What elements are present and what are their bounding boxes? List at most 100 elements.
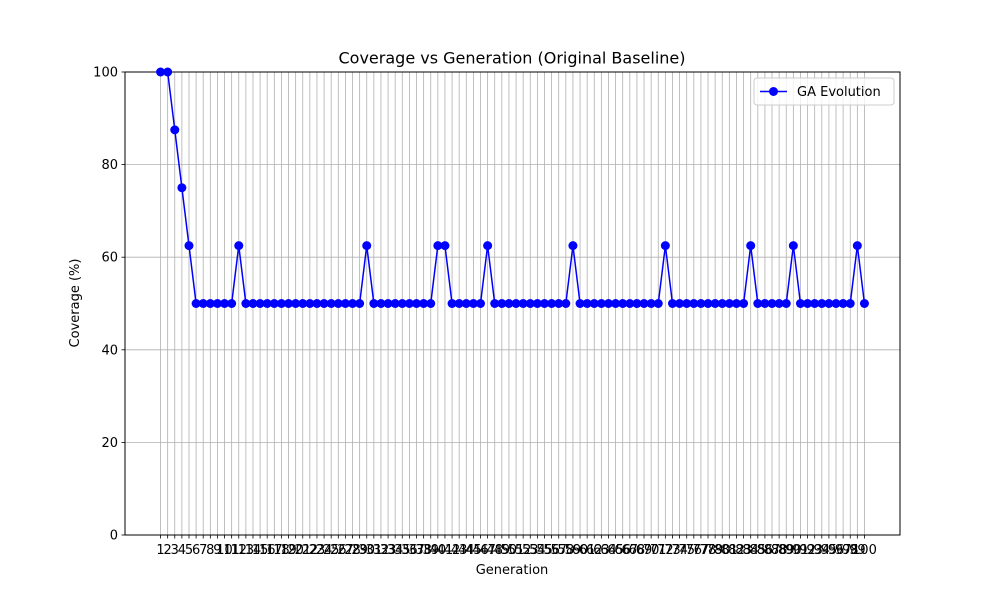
x-tick-label: 74: [671, 543, 688, 558]
x-tick-label: 14: [245, 543, 262, 558]
data-point: [632, 299, 642, 308]
data-point: [547, 299, 557, 308]
data-point: [504, 299, 514, 308]
x-tick-label: 65: [607, 543, 624, 558]
x-tick-label: 75: [678, 543, 695, 558]
data-point: [810, 299, 820, 308]
data-point: [205, 299, 215, 308]
data-point: [781, 299, 791, 308]
data-point: [852, 241, 862, 251]
data-point: [262, 299, 272, 308]
data-point: [582, 299, 592, 308]
data-point: [525, 299, 535, 308]
x-tick-label: 10: [216, 543, 233, 558]
x-tick-label: 9: [213, 543, 221, 558]
x-tick-label: 48: [486, 543, 503, 558]
data-point: [220, 299, 230, 308]
x-tick-label: 59: [565, 543, 582, 558]
data-point: [739, 299, 749, 308]
data-point: [760, 299, 770, 308]
data-point: [461, 299, 471, 308]
legend-label: GA Evolution: [797, 85, 881, 100]
data-point: [397, 299, 407, 308]
x-tick-label: 80: [714, 543, 731, 558]
data-point: [774, 299, 784, 308]
data-point: [667, 299, 677, 308]
data-point: [824, 299, 834, 308]
data-point: [447, 299, 457, 308]
x-tick-label: 95: [821, 543, 838, 558]
data-point: [539, 299, 549, 308]
x-tick-label: 82: [728, 543, 745, 558]
data-point: [412, 299, 422, 308]
data-point: [724, 299, 734, 308]
data-point: [554, 299, 564, 308]
x-tick-label: 97: [835, 543, 852, 558]
x-tick-label: 92: [799, 543, 816, 558]
series-ga-evolution: [156, 67, 869, 308]
x-tick-label: 5: [185, 543, 193, 558]
data-point: [333, 299, 343, 308]
data-point: [476, 299, 486, 308]
x-tick-label: 27: [337, 543, 354, 558]
data-point: [483, 241, 493, 251]
y-tick-label: 40: [101, 343, 118, 358]
data-point: [717, 299, 727, 308]
x-tick-label: 18: [273, 543, 290, 558]
x-tick-label: 55: [536, 543, 553, 558]
plot-frame: [124, 71, 901, 536]
data-point: [675, 299, 685, 308]
data-point: [575, 299, 585, 308]
x-tick-label: 84: [742, 543, 759, 558]
x-tick-label: 87: [764, 543, 781, 558]
axes: 1234567891011121314151617181920212223242…: [93, 66, 901, 558]
x-tick-label: 3: [171, 543, 179, 558]
x-tick-label: 43: [451, 543, 468, 558]
data-point: [255, 299, 265, 308]
data-point: [845, 299, 855, 308]
data-point: [746, 241, 756, 251]
data-point: [212, 299, 222, 308]
data-point: [355, 299, 365, 308]
data-point: [859, 299, 869, 308]
x-tick-label: 94: [814, 543, 831, 558]
x-tick-label: 12: [230, 543, 247, 558]
x-tick-label: 54: [529, 543, 546, 558]
x-tick-label: 52: [515, 543, 532, 558]
data-point: [184, 241, 194, 251]
x-tick-label: 21: [294, 543, 311, 558]
data-point: [803, 299, 813, 308]
x-tick-label: 32: [373, 543, 390, 558]
legend-box: [753, 77, 895, 106]
x-tick-label: 70: [643, 543, 660, 558]
data-point: [248, 299, 258, 308]
data-point: [703, 299, 713, 308]
data-point: [404, 299, 414, 308]
data-point: [603, 299, 613, 308]
data-point: [689, 299, 699, 308]
x-tick-label: 58: [558, 543, 575, 558]
data-point: [532, 299, 542, 308]
x-tick-label: 78: [700, 543, 717, 558]
x-tick-label: 47: [479, 543, 496, 558]
x-tick-label: 72: [657, 543, 674, 558]
data-point: [696, 299, 706, 308]
y-tick-label: 20: [101, 436, 118, 451]
data-point: [710, 299, 720, 308]
x-tick-label: 38: [415, 543, 432, 558]
y-tick-label: 100: [93, 66, 118, 81]
data-point: [241, 299, 251, 308]
data-point: [646, 299, 656, 308]
x-tick-label: 99: [849, 543, 866, 558]
x-tick-label: 25: [323, 543, 340, 558]
y-tick-label: 60: [101, 251, 118, 266]
chart-title: Coverage vs Generation (Original Baselin…: [339, 49, 686, 68]
data-point: [838, 299, 848, 308]
x-tick-label: 56: [543, 543, 560, 558]
y-tick-label: 80: [101, 158, 118, 173]
x-tick-label: 34: [387, 543, 404, 558]
data-point: [767, 299, 777, 308]
x-tick-label: 46: [472, 543, 489, 558]
x-tick-label: 36: [401, 543, 418, 558]
x-tick-label: 98: [842, 543, 859, 558]
